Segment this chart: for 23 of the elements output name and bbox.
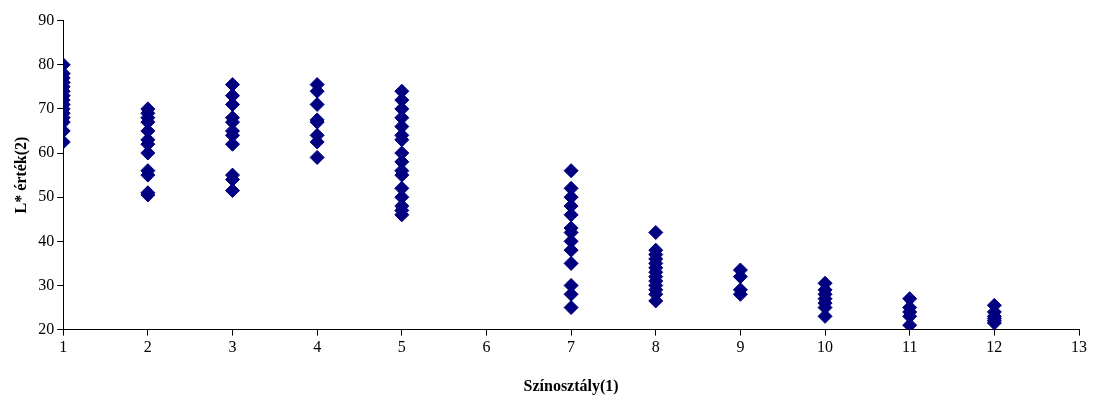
y-tick-label: 40: [38, 231, 55, 249]
y-tick-label: 90: [38, 10, 55, 28]
y-axis-title: L* érték(2): [11, 136, 30, 214]
x-tick-label: 2: [143, 338, 152, 356]
x-tick-label: 8: [651, 338, 660, 356]
x-tick-label: 7: [567, 338, 576, 356]
x-tick-label: 10: [817, 338, 834, 356]
x-tick-label: 4: [313, 338, 322, 356]
x-tick-label: 11: [902, 338, 918, 356]
x-tick-label: 9: [736, 338, 745, 356]
y-tick-label: 60: [38, 143, 55, 161]
x-tick-label: 3: [228, 338, 237, 356]
y-tick-label: 70: [38, 99, 55, 117]
x-tick-label: 13: [1071, 338, 1087, 356]
x-axis-title: Színosztály(1): [523, 376, 619, 395]
y-tick-label: 80: [38, 54, 55, 72]
x-tick-label: 5: [397, 338, 406, 356]
y-tick-label: 20: [38, 319, 55, 337]
x-tick-label: 12: [986, 338, 1003, 356]
x-tick-label: 6: [482, 338, 491, 356]
y-tick-label: 50: [38, 187, 55, 205]
y-tick-label: 30: [38, 275, 55, 293]
x-tick-label: 1: [59, 338, 68, 356]
